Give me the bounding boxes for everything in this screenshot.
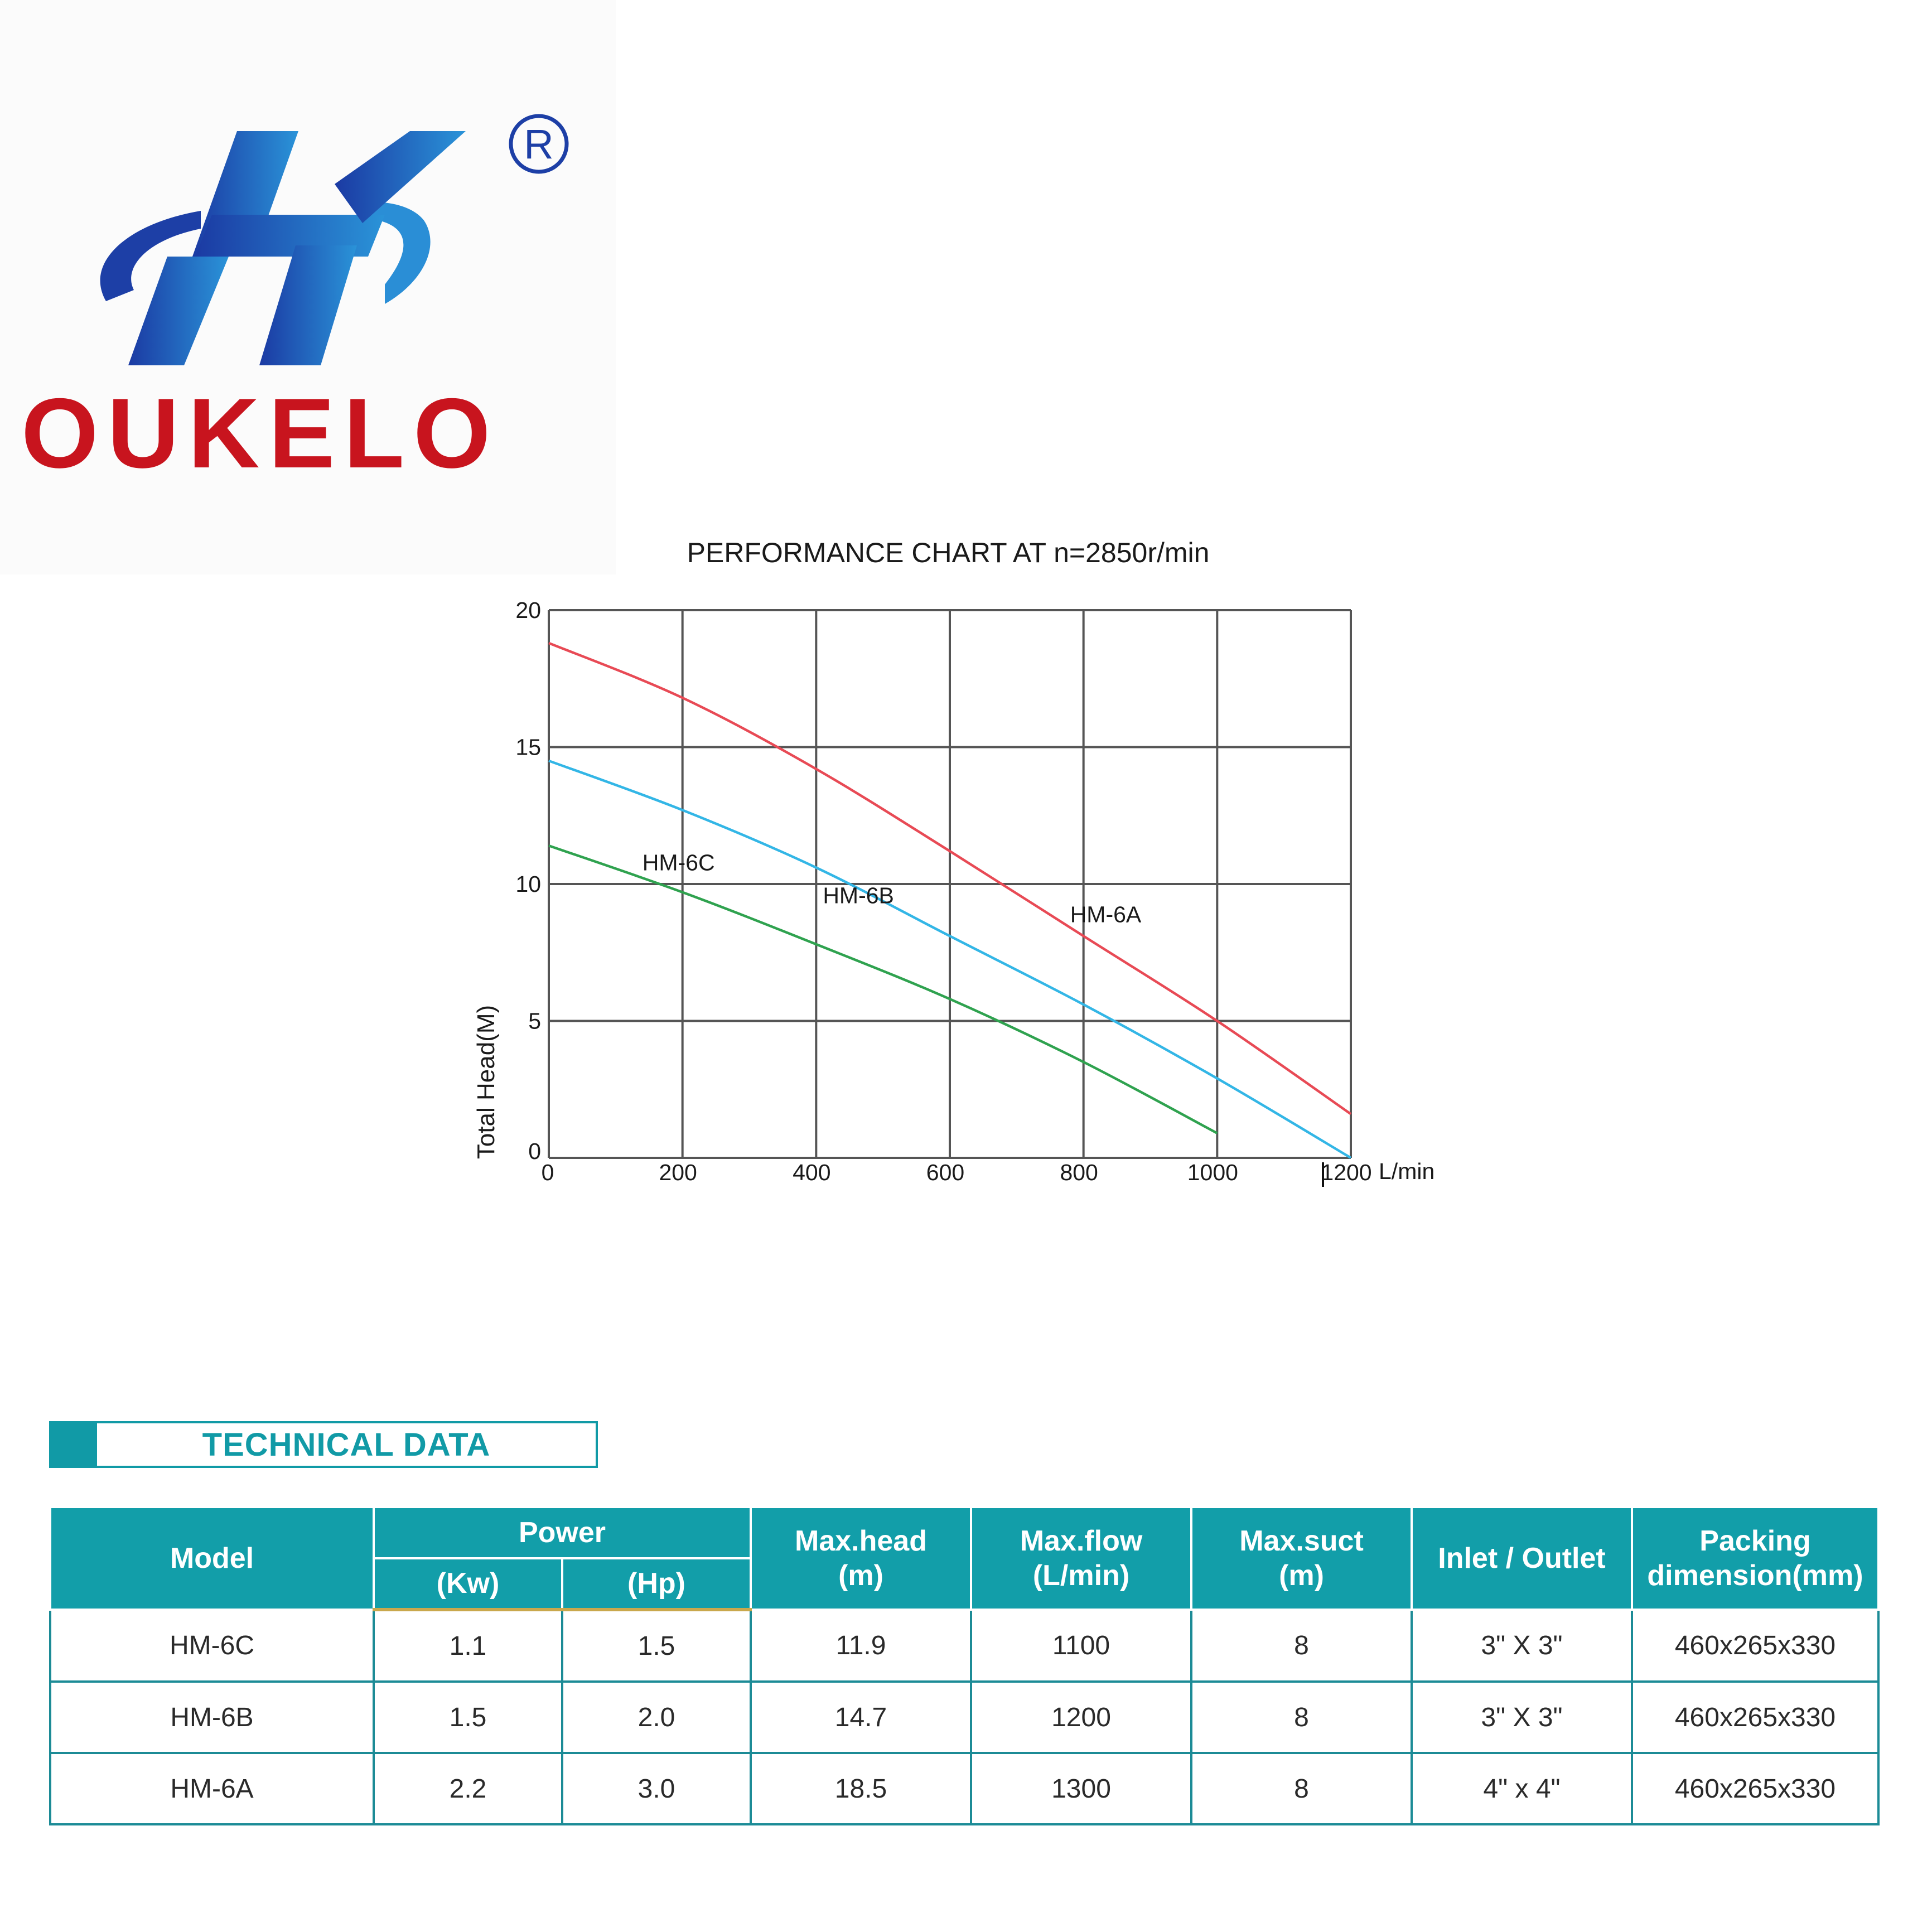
cell-kw: 1.5 bbox=[373, 1680, 563, 1754]
x-tick-label: 0 bbox=[542, 1160, 554, 1185]
cell-packing: 460x265x330 bbox=[1631, 1752, 1880, 1825]
x-tick-label: 600 bbox=[926, 1160, 964, 1185]
svg-text:R: R bbox=[524, 121, 553, 167]
cell-max-suct: 8 bbox=[1190, 1680, 1413, 1754]
y-axis-label: Total Head(M) bbox=[472, 1005, 500, 1159]
header-max-flow: Max.flow (L/min) bbox=[970, 1506, 1192, 1611]
y-tick-label: 5 bbox=[528, 1008, 541, 1034]
technical-data-title: TECHNICAL DATA bbox=[202, 1426, 491, 1463]
header-power: Power bbox=[373, 1506, 752, 1559]
registered-mark-icon bbox=[509, 114, 569, 174]
series-line-hm-6a bbox=[548, 641, 1352, 1115]
header-max-suct-unit: (m) bbox=[1279, 1559, 1324, 1592]
cell-max-head: 14.7 bbox=[750, 1680, 972, 1754]
y-tick-label: 0 bbox=[528, 1138, 541, 1164]
y-tick-label: 15 bbox=[515, 735, 541, 760]
cell-kw: 2.2 bbox=[373, 1752, 563, 1825]
x-tick-label: 1200 bbox=[1321, 1160, 1371, 1185]
header-model: Model bbox=[49, 1506, 375, 1611]
cell-max-head: 18.5 bbox=[750, 1752, 972, 1825]
header-packing-label: Packing bbox=[1699, 1524, 1811, 1557]
series-line-hm-6c bbox=[548, 844, 1218, 1134]
cell-model: HM-6A bbox=[49, 1752, 375, 1825]
x-tick-label: 400 bbox=[793, 1160, 830, 1185]
heading-accent-tab bbox=[51, 1423, 97, 1466]
header-max-flow-label: Max.flow bbox=[1020, 1524, 1143, 1557]
x-axis-unit: L/min bbox=[1379, 1158, 1434, 1184]
header-max-head-label: Max.head bbox=[795, 1524, 927, 1557]
header-max-flow-unit: (L/min) bbox=[1032, 1559, 1130, 1592]
table-row: HM-6B 1.5 2.0 14.7 1200 8 3" X 3" 460x26… bbox=[49, 1680, 1880, 1754]
technical-data-table: Model Power Max.head (m) Max.flow (L/min… bbox=[49, 1506, 1880, 1825]
cell-packing: 460x265x330 bbox=[1631, 1680, 1880, 1754]
header-max-suct-label: Max.suct bbox=[1239, 1524, 1364, 1557]
series-label-hm-6c: HM-6C bbox=[643, 849, 715, 875]
series-label-hm-6b: HM-6B bbox=[823, 882, 894, 908]
table-row: HM-6A 2.2 3.0 18.5 1300 8 4" x 4" 460x26… bbox=[49, 1752, 1880, 1825]
cell-hp: 2.0 bbox=[561, 1680, 752, 1754]
technical-data-heading: TECHNICAL DATA bbox=[49, 1421, 598, 1468]
header-kw: (Kw) bbox=[373, 1557, 563, 1611]
cell-model: HM-6C bbox=[49, 1609, 375, 1683]
brand-wordmark: OUKELO bbox=[21, 378, 499, 489]
cell-max-flow: 1300 bbox=[970, 1752, 1192, 1825]
performance-chart: PERFORMANCE CHART AT n=2850r/min 0 200 400… bbox=[472, 537, 1434, 1187]
header-max-head: Max.head (m) bbox=[750, 1506, 972, 1611]
cell-max-suct: 8 bbox=[1190, 1609, 1413, 1683]
logo-emblem-icon: R OUKELO bbox=[21, 114, 569, 489]
cell-max-head: 11.9 bbox=[750, 1609, 972, 1683]
header-max-suct: Max.suct (m) bbox=[1190, 1506, 1413, 1611]
series-line-hm-6b bbox=[548, 759, 1352, 1159]
series-label-hm-6a: HM-6A bbox=[1070, 902, 1142, 928]
chart-curves bbox=[548, 641, 1352, 1159]
x-tick-label: 200 bbox=[659, 1160, 697, 1185]
chart-title: PERFORMANCE CHART AT n=2850r/min bbox=[687, 537, 1210, 568]
cell-max-flow: 1100 bbox=[970, 1609, 1192, 1683]
chart-ticks: 0 200 400 600 800 1000 1200 0 5 10 15 20 bbox=[515, 597, 1371, 1185]
cell-inlet-outlet: 3" X 3" bbox=[1411, 1680, 1633, 1754]
x-tick-label: 1000 bbox=[1187, 1160, 1238, 1185]
cell-inlet-outlet: 3" X 3" bbox=[1411, 1609, 1633, 1683]
cell-max-suct: 8 bbox=[1190, 1752, 1413, 1825]
cell-max-flow: 1200 bbox=[970, 1680, 1192, 1754]
cell-packing: 460x265x330 bbox=[1631, 1609, 1880, 1683]
y-tick-label: 10 bbox=[515, 871, 541, 897]
header-inlet-outlet: Inlet / Outlet bbox=[1411, 1506, 1633, 1611]
cell-kw: 1.1 bbox=[373, 1609, 563, 1683]
brand-logo: R OUKELO bbox=[0, 0, 616, 574]
header-packing: Packing dimension(mm) bbox=[1631, 1506, 1880, 1611]
cell-hp: 1.5 bbox=[561, 1609, 752, 1683]
header-packing-unit: dimension(mm) bbox=[1647, 1559, 1863, 1592]
y-tick-label: 20 bbox=[515, 597, 541, 623]
chart-series-labels: HM-6A HM-6B HM-6C bbox=[643, 849, 1142, 927]
x-tick-label: 800 bbox=[1060, 1160, 1098, 1185]
cell-model: HM-6B bbox=[49, 1680, 375, 1754]
cell-hp: 3.0 bbox=[561, 1752, 752, 1825]
header-hp: (Hp) bbox=[561, 1557, 752, 1611]
cell-inlet-outlet: 4" x 4" bbox=[1411, 1752, 1633, 1825]
table-row: HM-6C 1.1 1.5 11.9 1100 8 3" X 3" 460x26… bbox=[49, 1609, 1880, 1683]
header-max-head-unit: (m) bbox=[838, 1559, 883, 1592]
